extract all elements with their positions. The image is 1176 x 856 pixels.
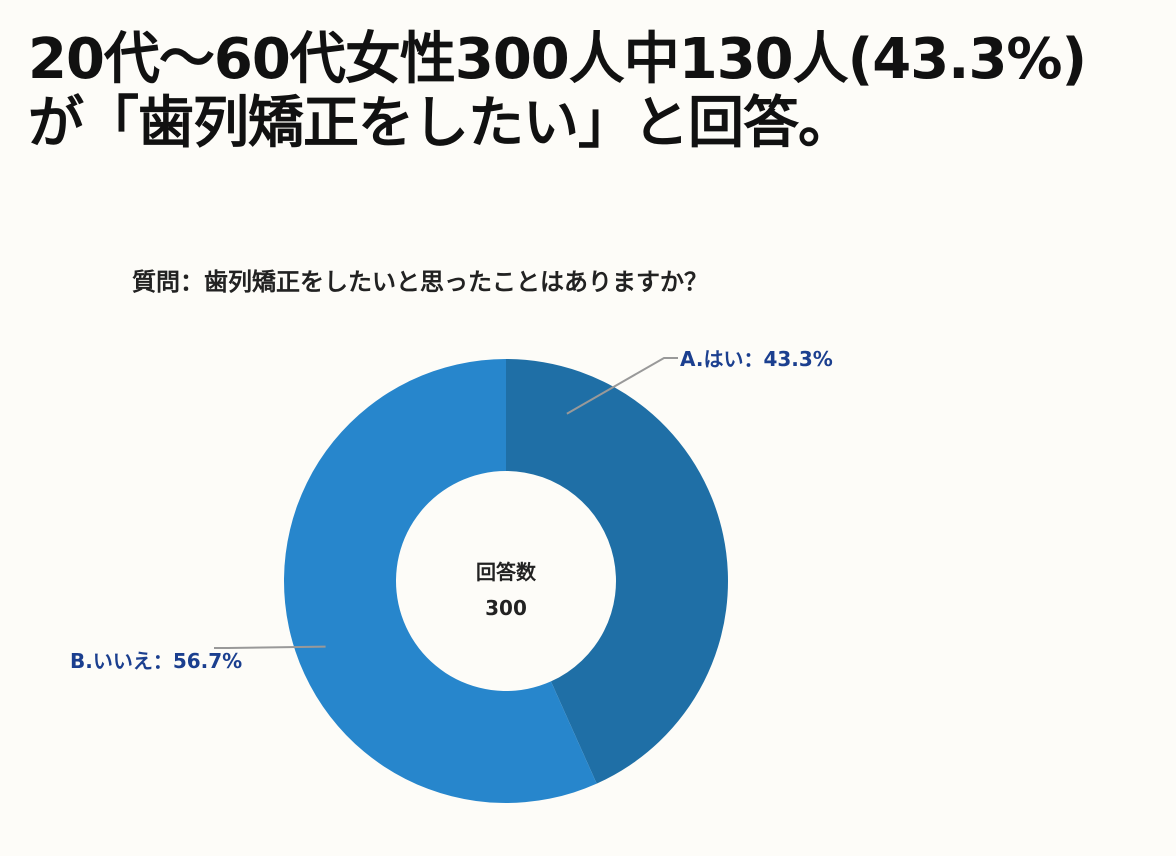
leader-line-yes bbox=[566, 357, 678, 415]
chart-title: 質問：歯列矯正をしたいと思ったことはありますか？ bbox=[132, 268, 708, 296]
slice-no bbox=[284, 359, 597, 803]
headline: 20代〜60代女性300人中130人(43.3%) が「歯列矯正をしたい」と回答… bbox=[28, 27, 1087, 156]
leader-line-no bbox=[214, 645, 326, 649]
center-value: 300 bbox=[485, 596, 527, 620]
headline-line-2: が「歯列矯正をしたい」と回答。 bbox=[28, 91, 854, 156]
center-label: 回答数 bbox=[476, 560, 537, 584]
slice-label-yes: A.はい：43.3% bbox=[680, 347, 833, 371]
headline-line-1: 20代〜60代女性300人中130人(43.3%) bbox=[28, 27, 1087, 92]
slice-label-no: B.いいえ：56.7% bbox=[70, 649, 242, 673]
slice-yes bbox=[506, 359, 729, 784]
